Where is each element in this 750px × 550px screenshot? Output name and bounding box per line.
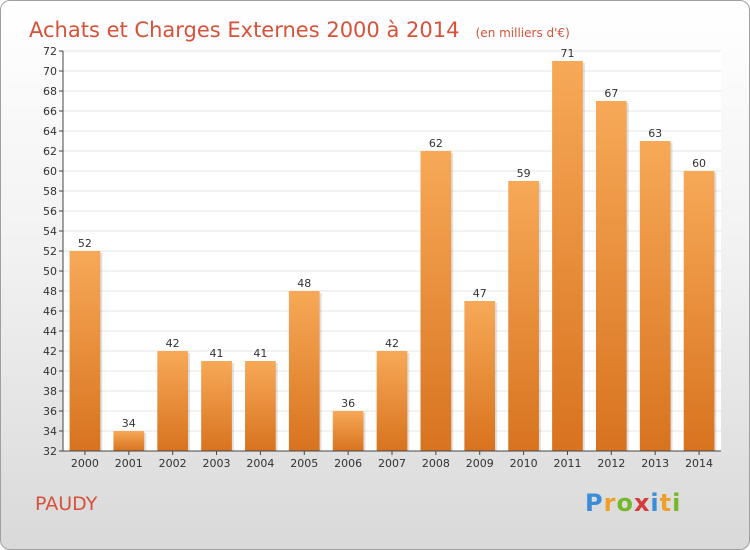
bar-value-label: 34 bbox=[122, 417, 136, 430]
bar bbox=[376, 351, 408, 451]
logo-letter: P bbox=[585, 489, 604, 517]
bar-value-label: 62 bbox=[429, 137, 443, 150]
proxiti-logo: Proxiti bbox=[585, 489, 681, 517]
x-tick-label: 2004 bbox=[246, 457, 274, 470]
y-tick-label: 36 bbox=[43, 405, 57, 418]
x-tick-label: 2000 bbox=[71, 457, 99, 470]
logo-letter: o bbox=[616, 489, 634, 517]
y-tick-label: 50 bbox=[43, 265, 57, 278]
y-tick-label: 70 bbox=[43, 65, 57, 78]
bar bbox=[420, 151, 452, 451]
bar bbox=[683, 171, 715, 451]
y-tick-label: 32 bbox=[43, 445, 57, 458]
x-tick-label: 2007 bbox=[378, 457, 406, 470]
y-tick-label: 38 bbox=[43, 385, 57, 398]
logo-letter: i bbox=[650, 489, 660, 517]
bar-value-label: 36 bbox=[341, 397, 355, 410]
bar bbox=[508, 181, 539, 451]
x-tick-label: 2005 bbox=[290, 457, 318, 470]
bar-value-label: 63 bbox=[648, 127, 662, 140]
x-tick-label: 2014 bbox=[685, 457, 713, 470]
x-tick-label: 2009 bbox=[466, 457, 494, 470]
y-tick-label: 42 bbox=[43, 345, 57, 358]
bar bbox=[69, 251, 101, 451]
y-tick-label: 52 bbox=[43, 245, 57, 258]
y-tick-label: 68 bbox=[43, 85, 57, 98]
x-tick-label: 2010 bbox=[510, 457, 538, 470]
y-tick-label: 46 bbox=[43, 305, 57, 318]
bar-value-label: 48 bbox=[297, 277, 311, 290]
bar-value-label: 41 bbox=[210, 347, 224, 360]
bar-value-label: 67 bbox=[604, 87, 618, 100]
bar bbox=[245, 361, 276, 451]
x-tick-label: 2006 bbox=[334, 457, 362, 470]
bar-value-label: 60 bbox=[692, 157, 706, 170]
bar bbox=[157, 351, 189, 451]
chart-title-text: Achats et Charges Externes 2000 à 2014 bbox=[29, 18, 460, 42]
y-tick-label: 48 bbox=[43, 285, 57, 298]
bar-value-label: 59 bbox=[517, 167, 531, 180]
logo-letter: x bbox=[633, 489, 651, 517]
y-tick-label: 40 bbox=[43, 365, 57, 378]
bar-value-label: 71 bbox=[560, 47, 574, 60]
y-tick-label: 54 bbox=[43, 225, 57, 238]
bar bbox=[288, 291, 320, 451]
x-tick-label: 2011 bbox=[553, 457, 581, 470]
y-tick-label: 72 bbox=[43, 45, 57, 58]
unit-note: (en milliers d'€) bbox=[475, 26, 570, 40]
x-tick-label: 2013 bbox=[641, 457, 669, 470]
bar-value-label: 42 bbox=[166, 337, 180, 350]
bar bbox=[113, 431, 145, 451]
bar bbox=[464, 301, 496, 451]
y-tick-label: 34 bbox=[43, 425, 57, 438]
y-tick-label: 66 bbox=[43, 105, 57, 118]
x-tick-label: 2012 bbox=[597, 457, 625, 470]
logo-letter: r bbox=[603, 489, 617, 517]
x-tick-label: 2003 bbox=[203, 457, 231, 470]
bar-value-label: 52 bbox=[78, 237, 92, 250]
y-tick-label: 62 bbox=[43, 145, 57, 158]
bar-value-label: 42 bbox=[385, 337, 399, 350]
x-tick-label: 2008 bbox=[422, 457, 450, 470]
bar-value-label: 47 bbox=[473, 287, 487, 300]
commune-name: PAUDY bbox=[35, 493, 98, 515]
logo-letter: i bbox=[672, 489, 682, 517]
y-tick-label: 58 bbox=[43, 185, 57, 198]
bar bbox=[201, 361, 232, 451]
x-tick-label: 2001 bbox=[115, 457, 143, 470]
logo-letter: t bbox=[659, 489, 673, 517]
bar bbox=[552, 61, 583, 451]
y-tick-label: 64 bbox=[43, 125, 57, 138]
bar-value-label: 41 bbox=[253, 347, 267, 360]
bar bbox=[639, 141, 671, 451]
bar bbox=[332, 411, 364, 451]
chart-title: Achats et Charges Externes 2000 à 2014 (… bbox=[29, 7, 570, 45]
y-tick-label: 56 bbox=[43, 205, 57, 218]
bar bbox=[595, 101, 627, 451]
y-tick-label: 60 bbox=[43, 165, 57, 178]
x-tick-label: 2002 bbox=[159, 457, 187, 470]
y-tick-label: 44 bbox=[43, 325, 57, 338]
